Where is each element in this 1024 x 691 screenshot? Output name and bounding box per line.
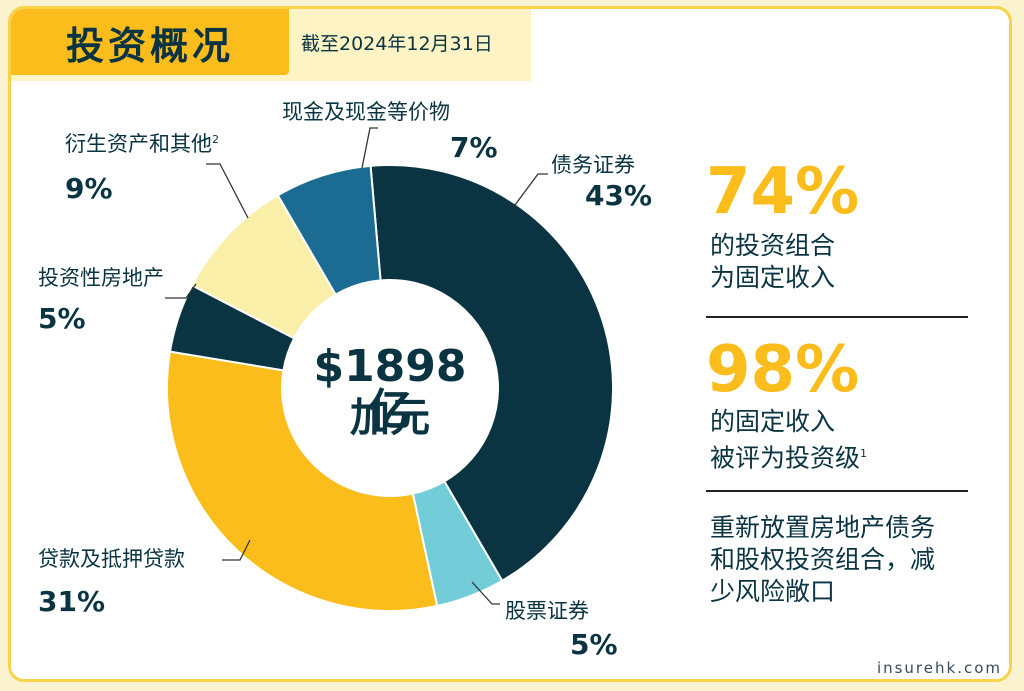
footnote-2: 2 <box>212 133 219 146</box>
pct-derivatives-other: 9% <box>65 172 113 205</box>
footnote-1: 1 <box>860 447 868 460</box>
watermark: insurehk.com <box>876 659 1002 677</box>
center-total-amount: $1898亿 <box>313 341 467 436</box>
leader-line-loans <box>222 539 251 561</box>
slice-loans-mortgages <box>166 350 439 612</box>
stat-fixed-income-line1: 的投资组合 <box>710 231 836 260</box>
page-title: 投资概况 <box>65 23 234 68</box>
stat-investment-grade-line1: 的固定收入 <box>710 407 836 436</box>
pct-investment-property: 5% <box>38 302 86 335</box>
reposition-note-line2: 和股权投资组合，减 <box>710 545 936 574</box>
reposition-note-line3: 少风险敞口 <box>710 577 836 606</box>
leader-line-equity <box>471 581 500 605</box>
as-of-date: 截至2024年12月31日 <box>301 33 493 55</box>
label-debt-securities: 债务证券 <box>551 153 635 177</box>
label-loans-mortgages: 贷款及抵押贷款 <box>38 547 185 571</box>
divider-1 <box>706 316 968 318</box>
stat-fixed-income-line2: 为固定收入 <box>710 263 836 292</box>
center-total-unit: 加元 <box>350 395 430 441</box>
title-box: 投资概况 <box>11 9 289 75</box>
leader-line-cash <box>361 127 378 169</box>
leader-line-debt <box>514 173 548 206</box>
label-derivatives-other: 衍生资产和其他2 <box>65 128 219 158</box>
stat-investment-grade-share: 98% <box>706 333 860 407</box>
stat-investment-grade-desc: 的固定收入 被评为投资级1 <box>710 406 867 474</box>
leader-line-derivatives <box>206 163 249 219</box>
stat-fixed-income-desc: 的投资组合 为固定收入 <box>710 230 835 294</box>
donut-hole <box>282 280 498 496</box>
stat-investment-grade-line2: 被评为投资级 <box>710 443 861 473</box>
divider-2 <box>706 490 968 492</box>
label-cash-equivalents: 现金及现金等价物 <box>282 100 450 124</box>
reposition-note: 重新放置房地产债务 和股权投资组合，减 少风险敞口 <box>710 512 935 608</box>
label-equity-securities: 股票证券 <box>505 599 589 623</box>
label-investment-property: 投资性房地产 <box>38 266 164 290</box>
stat-fixed-income-share: 74% <box>706 155 860 229</box>
pct-equity-securities: 5% <box>570 628 618 661</box>
stat-investment-grade-line2-wrap: 被评为投资级1 <box>710 438 867 474</box>
label-derivatives-other-text: 衍生资产和其他 <box>65 132 212 156</box>
pct-debt-securities: 43% <box>585 179 653 212</box>
pct-loans-mortgages: 31% <box>38 585 106 618</box>
reposition-note-line1: 重新放置房地产债务 <box>710 513 936 542</box>
pct-cash-equivalents: 7% <box>450 131 498 164</box>
leader-line-property <box>165 283 197 299</box>
